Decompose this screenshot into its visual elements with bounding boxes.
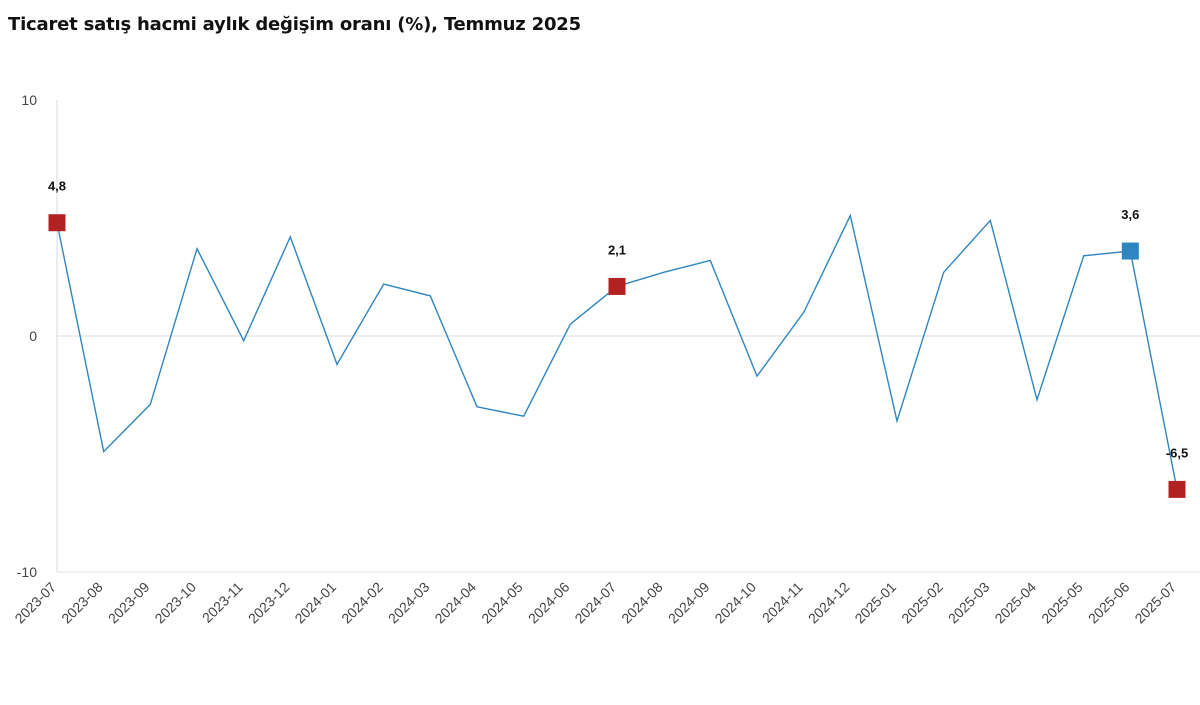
x-tick-label: 2024-07 — [571, 579, 619, 627]
x-tick-label: 2024-11 — [759, 579, 806, 626]
x-tick-label: 2025-03 — [945, 579, 993, 627]
x-tick-label: 2024-02 — [338, 579, 386, 627]
x-tick-label: 2025-04 — [991, 579, 1039, 627]
x-tick-label: 2023-08 — [58, 579, 106, 627]
data-label: 2,1 — [608, 242, 626, 257]
x-tick-label: 2024-05 — [478, 579, 526, 627]
x-tick-label: 2025-07 — [1131, 579, 1179, 627]
y-tick-label: 10 — [21, 92, 37, 108]
x-tick-label: 2024-09 — [665, 579, 713, 627]
x-tick-label: 2024-01 — [291, 579, 339, 627]
x-tick-labels: 2023-07 2023-08 2023-09 2023-10 2023-11 2023-… — [11, 579, 1179, 627]
highlight-marker — [48, 214, 66, 232]
x-tick-label: 2024-03 — [385, 579, 433, 627]
x-tick-label: 2023-11 — [199, 579, 246, 626]
data-label: -6,5 — [1166, 445, 1188, 460]
x-tick-label: 2024-12 — [805, 579, 853, 627]
data-labels: 4,8 2,1 3,6 -6,5 — [48, 179, 1188, 461]
y-tick-label: 0 — [29, 328, 37, 344]
highlight-markers — [48, 214, 1186, 498]
x-tick-label: 2025-06 — [1085, 579, 1133, 627]
data-label: 4,8 — [48, 179, 66, 194]
x-tick-label: 2025-01 — [851, 579, 899, 627]
x-tick-label: 2024-04 — [431, 579, 479, 627]
axes: 10 0 -10 — [17, 92, 1200, 580]
x-tick-label: 2023-10 — [151, 579, 199, 627]
x-tick-label: 2024-06 — [525, 579, 573, 627]
x-tick-label: 2023-09 — [105, 579, 153, 627]
data-label: 3,6 — [1121, 207, 1139, 222]
chart-title: Ticaret satış hacmi aylık değişim oranı … — [8, 14, 581, 35]
highlight-marker — [1121, 242, 1139, 260]
x-tick-label: 2023-12 — [245, 579, 293, 627]
x-tick-label: 2025-02 — [898, 579, 946, 627]
y-tick-label: -10 — [17, 564, 37, 580]
x-tick-label: 2024-10 — [711, 579, 759, 627]
x-tick-label: 2024-08 — [618, 579, 666, 627]
x-tick-label: 2023-07 — [11, 579, 59, 627]
highlight-marker — [608, 277, 626, 295]
x-tick-label: 2025-05 — [1038, 579, 1086, 627]
highlight-marker — [1168, 480, 1186, 498]
